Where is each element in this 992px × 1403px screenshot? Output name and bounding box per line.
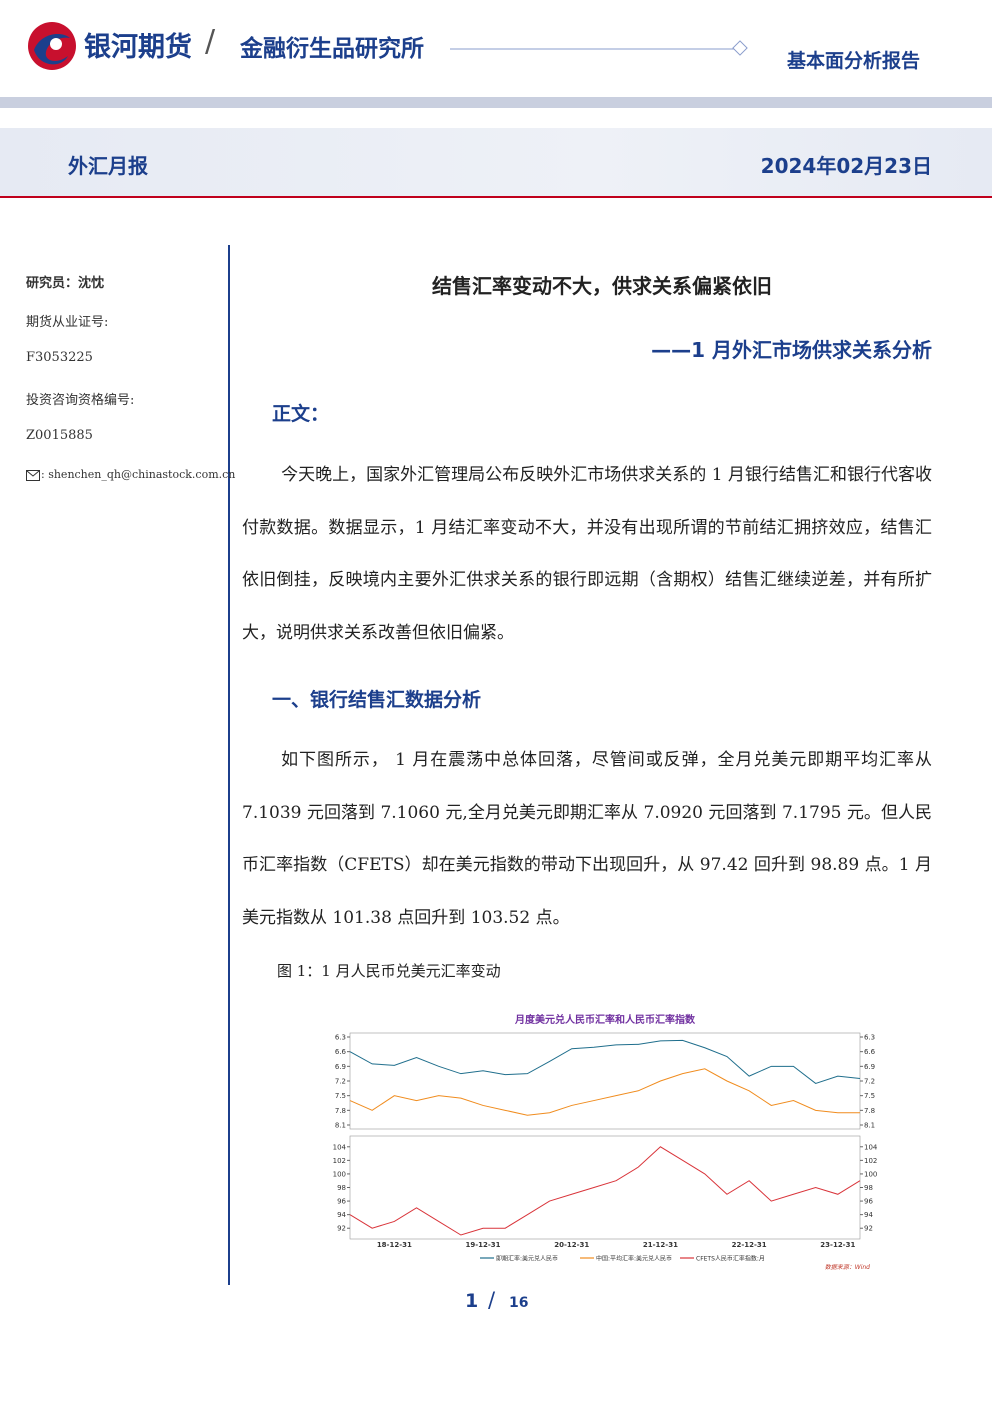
researcher: 研究员：沈忱 (26, 276, 105, 291)
legend-label: 中国:平均汇率:美元兑人民币 (596, 1255, 672, 1263)
y-tick-label: 6.6 (335, 1048, 347, 1056)
x-tick-label: 21-12-31 (643, 1241, 678, 1249)
x-tick-label: 19-12-31 (466, 1241, 501, 1249)
red-rule (0, 196, 992, 198)
y2-tick-label: 102 (333, 1157, 346, 1165)
plot-frame (349, 1032, 861, 1130)
x-tick-label: 18-12-31 (377, 1241, 412, 1249)
mail-icon (26, 470, 40, 481)
page-total: 16 (509, 1295, 529, 1311)
report-date: 2024年02月23日 (760, 154, 932, 178)
report-type: 基本面分析报告 (787, 50, 921, 72)
page-current: 1 (465, 1290, 479, 1312)
y-tick-label: 8.1 (864, 1122, 875, 1130)
email: : shenchen_qh@chinastock.com.cn (41, 468, 236, 481)
series-line (349, 1068, 860, 1116)
figure-caption: 图 1：1 月人民币兑美元汇率变动 (277, 962, 501, 980)
y-tick-label: 6.3 (335, 1034, 346, 1042)
section-label: 正文： (272, 403, 330, 425)
y2-tick-label: 100 (333, 1170, 346, 1178)
y-tick-label: 7.8 (335, 1107, 346, 1115)
y2-tick-label: 100 (864, 1170, 877, 1178)
consult-label: 投资咨询资格编号: (26, 393, 135, 408)
y2-tick-label: 94 (337, 1211, 346, 1219)
y-tick-label: 6.9 (864, 1063, 875, 1071)
y-tick-label: 7.8 (864, 1107, 875, 1115)
y-tick-label: 7.5 (335, 1092, 346, 1100)
y-tick-label: 6.9 (335, 1063, 346, 1071)
y2-tick-label: 102 (864, 1157, 877, 1165)
page-separator: / (488, 1288, 496, 1312)
y2-tick-label: 98 (864, 1184, 873, 1192)
y2-tick-label: 96 (864, 1198, 873, 1206)
legend-label: 即期汇率:美元兑人民币 (496, 1255, 558, 1263)
y-tick-label: 7.2 (864, 1078, 875, 1086)
x-tick-label: 20-12-31 (554, 1241, 589, 1249)
y-tick-label: 8.1 (335, 1122, 346, 1130)
y2-tick-label: 104 (333, 1143, 347, 1151)
y-tick-label: 7.2 (335, 1078, 346, 1086)
plot-frame (349, 1135, 861, 1240)
y2-tick-label: 94 (864, 1211, 873, 1219)
series-line (349, 1146, 861, 1236)
logo-text: 银河期货 (84, 32, 192, 63)
column-name: 外汇月报 (68, 154, 148, 178)
subtitle: ——1 月外汇市场供求关系分析 (651, 338, 932, 362)
chart-source: 数据来源：Wind (825, 1263, 870, 1271)
y-tick-label: 6.3 (864, 1034, 875, 1042)
y2-tick-label: 92 (864, 1225, 873, 1233)
x-tick-label: 23-12-31 (820, 1241, 855, 1249)
paragraph: 今天晚上，国家外汇管理局公布反映外汇市场供求关系的 1 月银行结售汇和银行代客收… (242, 465, 932, 643)
chart: 月度美元兑人民币汇率和人民币汇率指数 6.3 6.3 6.6 6.6 6.9 6.9 7.2 7… (333, 1013, 878, 1271)
license: F3053225 (26, 350, 93, 365)
chart-title: 月度美元兑人民币汇率和人民币汇率指数 (514, 1013, 696, 1026)
consult: Z0015885 (26, 428, 93, 443)
divider: / (205, 24, 216, 59)
series-line (349, 1039, 861, 1085)
y-tick-label: 7.5 (864, 1092, 875, 1100)
y2-tick-label: 98 (337, 1184, 346, 1192)
title: 结售汇率变动不大，供求关系偏紧依旧 (432, 274, 772, 298)
legend-label: CFETS人民币汇率指数:月 (696, 1255, 765, 1263)
x-tick-label: 22-12-31 (732, 1241, 767, 1249)
sidebar-rule (228, 245, 230, 1285)
institute: 金融衍生品研究所 (240, 36, 424, 62)
y2-tick-label: 96 (337, 1198, 346, 1206)
y2-tick-label: 92 (337, 1225, 346, 1233)
header-rule (450, 40, 748, 56)
y2-tick-label: 104 (864, 1143, 878, 1151)
paragraph: 如下图所示， 1 月在震荡中总体回落，尽管间或反弹，全月兑美元即期平均汇率从 7… (242, 750, 932, 928)
y-tick-label: 6.6 (864, 1048, 876, 1056)
title-band (0, 128, 992, 197)
heading: 一、银行结售汇数据分析 (272, 689, 482, 711)
logo-icon (28, 22, 76, 70)
header-band (0, 97, 992, 108)
license-label: 期货从业证号: (26, 315, 109, 330)
